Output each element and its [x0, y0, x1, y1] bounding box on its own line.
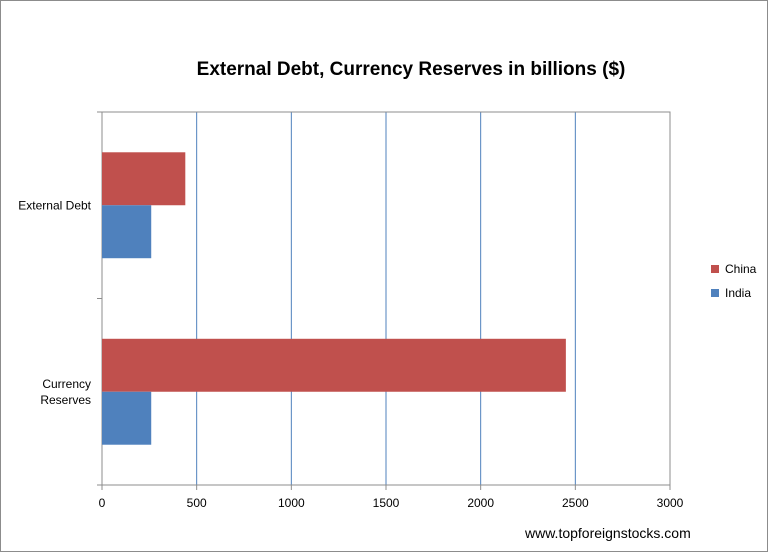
bars: [102, 152, 566, 445]
x-tick-label-1500: 1500: [373, 496, 400, 510]
x-tick-label-3000: 3000: [657, 496, 684, 510]
x-tick-label-2000: 2000: [467, 496, 494, 510]
bar-china-external-debt: [102, 152, 186, 206]
bar-india-external-debt: [102, 205, 152, 259]
x-tick-label-1000: 1000: [278, 496, 305, 510]
gridlines: [196, 112, 671, 485]
y-tick-label-line: Currency: [42, 377, 91, 391]
legend-swatch-india: [711, 289, 719, 297]
x-tick-label-2500: 2500: [562, 496, 589, 510]
legend-swatch-china: [711, 265, 719, 273]
x-tick-label-500: 500: [187, 496, 207, 510]
legend-label-china: China: [725, 262, 757, 276]
legend-item-india: India: [711, 281, 756, 305]
legend: China India: [711, 257, 756, 305]
legend-label-india: India: [725, 286, 752, 300]
source-credit: www.topforeignstocks.com: [525, 525, 691, 541]
y-tick-label-currency-reserves: Currency Reserves: [40, 377, 91, 407]
legend-item-china: China: [711, 257, 756, 281]
y-tick-label-line: Reserves: [40, 393, 91, 407]
axis-labels: 0 500 1000 1500 2000 2500 3000 External Debt Cur…: [18, 198, 683, 510]
bar-india-currency-reserves: [102, 391, 152, 445]
chart-title: External Debt, Currency Reserves in bill…: [196, 59, 626, 80]
x-tick-label-0: 0: [99, 496, 106, 510]
bar-china-currency-reserves: [102, 338, 566, 392]
y-tick-label-external-debt: External Debt: [18, 198, 91, 212]
y-tick-label-line: External Debt: [18, 198, 91, 212]
